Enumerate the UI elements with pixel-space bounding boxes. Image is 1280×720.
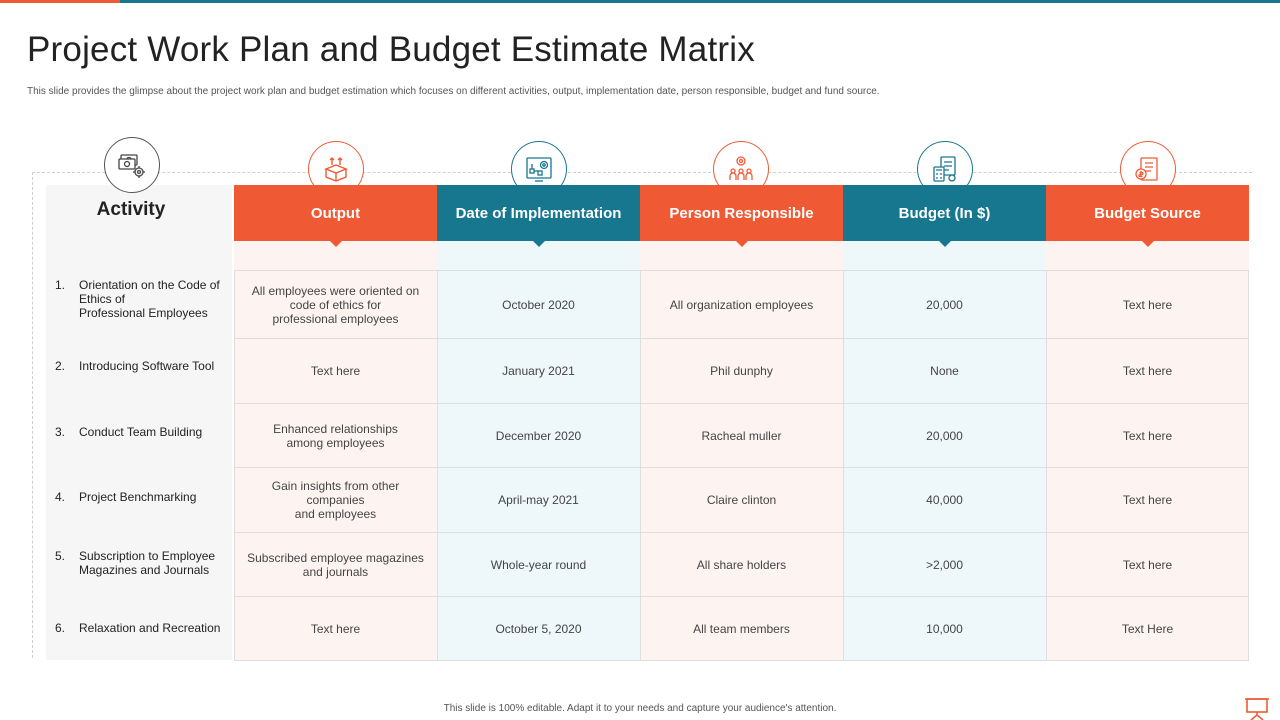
column-bg-output bbox=[234, 241, 437, 661]
table-cell: >2,000 bbox=[925, 557, 964, 572]
grid-line bbox=[234, 660, 1249, 661]
grid-line bbox=[234, 338, 1249, 339]
column-header-source: Budget Source bbox=[1046, 185, 1249, 247]
table-cell: Text Here bbox=[1121, 621, 1174, 636]
grid-line bbox=[234, 270, 1249, 271]
table-cell: Gain insights from other companies and e… bbox=[271, 479, 400, 521]
top-bar-accent bbox=[0, 0, 120, 3]
table-cell: Subscribed employee magazines and journa… bbox=[247, 550, 424, 579]
dotted-guide-horizontal bbox=[32, 172, 1252, 173]
activity-number: 5. bbox=[55, 549, 66, 563]
column-header-person: Person Responsible bbox=[640, 185, 843, 247]
activity-number: 6. bbox=[55, 621, 66, 635]
activity-text: Conduct Team Building bbox=[79, 425, 203, 439]
table-cell: October 2020 bbox=[502, 297, 575, 312]
grid-line bbox=[234, 467, 1249, 468]
table-cell: 20,000 bbox=[926, 297, 963, 312]
column-bg-source bbox=[1046, 241, 1249, 661]
table-cell: April-may 2021 bbox=[498, 493, 579, 507]
table-cell: 40,000 bbox=[926, 493, 963, 507]
table-cell: 20,000 bbox=[926, 428, 963, 443]
activity-text: Subscription to Employee Magazines and J… bbox=[79, 549, 216, 577]
table-cell: Whole-year round bbox=[490, 557, 587, 572]
table-cell: 10,000 bbox=[926, 621, 963, 636]
table-cell: Racheal muller bbox=[701, 428, 782, 443]
top-bar bbox=[0, 0, 1280, 3]
money-gear-icon bbox=[104, 137, 160, 193]
table-cell: None bbox=[930, 364, 959, 378]
column-header-budget: Budget (In $) bbox=[843, 185, 1046, 247]
presentation-icon bbox=[1245, 698, 1269, 720]
column-header-date: Date of Implementation bbox=[437, 185, 640, 247]
table-cell: January 2021 bbox=[502, 364, 575, 378]
table-cell: All employees were oriented on code of e… bbox=[251, 283, 420, 326]
table-cell: Text here bbox=[310, 621, 361, 636]
column-header-output: Output bbox=[234, 185, 437, 247]
activity-text: Relaxation and Recreation bbox=[79, 621, 221, 635]
activity-number: 3. bbox=[55, 425, 66, 439]
activity-header: Activity bbox=[96, 199, 166, 220]
footer-note: This slide is 100% editable. Adapt it to… bbox=[443, 703, 837, 714]
column-bg-budget bbox=[843, 241, 1046, 661]
grid-line bbox=[234, 596, 1249, 597]
activity-number: 1. bbox=[55, 278, 66, 292]
activity-text: Orientation on the Code of Ethics of Pro… bbox=[79, 278, 220, 320]
table-cell: Text here bbox=[1122, 557, 1173, 572]
table-cell: Phil dunphy bbox=[710, 364, 773, 378]
grid-line bbox=[234, 403, 1249, 404]
grid-line bbox=[1248, 270, 1249, 661]
table-cell: Text here bbox=[310, 364, 361, 378]
grid-line bbox=[437, 270, 438, 661]
activity-text: Project Benchmarking bbox=[79, 490, 197, 504]
page-subtitle: This slide provides the glimpse about th… bbox=[27, 86, 880, 97]
table-cell: Text here bbox=[1122, 297, 1173, 312]
table-cell: All organization employees bbox=[669, 297, 814, 312]
grid-line bbox=[234, 532, 1249, 533]
table-cell: Text here bbox=[1122, 493, 1173, 507]
activity-number: 2. bbox=[55, 359, 66, 373]
table-cell: Text here bbox=[1122, 364, 1173, 378]
table-cell: October 5, 2020 bbox=[495, 621, 582, 636]
grid-line bbox=[843, 270, 844, 661]
column-bg-person bbox=[640, 241, 843, 661]
column-bg-date bbox=[437, 241, 640, 661]
table-cell: All team members bbox=[693, 621, 790, 636]
table-cell: Text here bbox=[1122, 428, 1173, 443]
page-title: Project Work Plan and Budget Estimate Ma… bbox=[27, 30, 755, 69]
grid-line bbox=[234, 270, 235, 661]
dotted-guide-vertical bbox=[32, 172, 33, 658]
table-cell: Enhanced relationships among employees bbox=[273, 421, 398, 450]
table-cell: December 2020 bbox=[495, 428, 582, 443]
grid-line bbox=[640, 270, 641, 661]
activity-panel bbox=[46, 185, 232, 660]
table-cell: All share holders bbox=[696, 557, 787, 572]
activity-number: 4. bbox=[55, 490, 66, 504]
table-cell: Claire clinton bbox=[706, 493, 777, 507]
activity-text: Introducing Software Tool bbox=[79, 359, 215, 373]
grid-line bbox=[1046, 270, 1047, 661]
